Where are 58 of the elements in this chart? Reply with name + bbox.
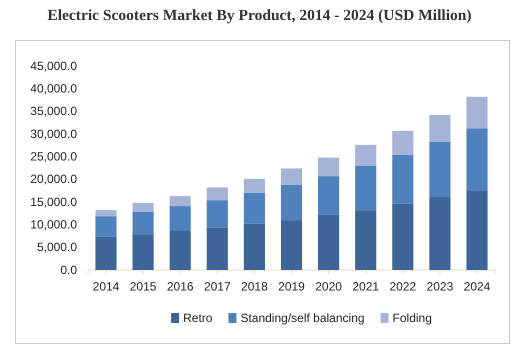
y-tick-label: 30,000.0 <box>30 126 78 141</box>
bar <box>206 228 228 270</box>
bar <box>429 197 450 270</box>
y-tick-label: 20,000.0 <box>30 172 78 186</box>
x-tick-label: 2015 <box>130 280 157 294</box>
x-tick-label: 2021 <box>352 280 380 294</box>
bar <box>466 128 488 190</box>
x-tick-label: 2017 <box>204 280 231 294</box>
chart-title: Electric Scooters Market By Product, 2014 - 2024 (USD Million) <box>47 7 472 24</box>
y-tick-label: 0.0 <box>60 262 78 277</box>
bar <box>244 178 265 193</box>
x-tick-label: 2016 <box>166 280 194 294</box>
bar <box>280 168 302 185</box>
y-tick-label: 25,000.0 <box>30 150 78 164</box>
bar <box>466 190 488 270</box>
bar <box>392 130 414 155</box>
bar <box>392 204 414 270</box>
legend-label: Folding <box>392 311 432 325</box>
bar <box>132 202 154 212</box>
y-tick-label: 35,000.0 <box>30 104 78 118</box>
bar <box>95 210 117 217</box>
y-tick-label: 15,000.0 <box>30 194 78 209</box>
y-tick-label: 5,000.0 <box>36 240 78 254</box>
bar <box>170 196 191 206</box>
x-tick-label: 2014 <box>92 280 120 294</box>
x-tick-label: 2020 <box>315 280 342 294</box>
bar <box>132 212 154 234</box>
bar <box>318 176 340 215</box>
legend-label: Standing/self balancing <box>240 311 365 325</box>
y-tick-label: 40,000.0 <box>30 82 78 96</box>
bar <box>244 224 265 270</box>
bar <box>170 230 191 270</box>
x-tick-label: 2019 <box>278 280 306 294</box>
bar <box>318 158 340 176</box>
bar <box>206 187 228 200</box>
bar <box>429 142 450 198</box>
bar <box>392 154 414 204</box>
x-tick-label: 2018 <box>241 280 268 294</box>
bar <box>206 200 228 228</box>
bar <box>355 166 376 210</box>
y-tick-label: 10,000.0 <box>30 218 78 232</box>
y-tick-label: 45,000.0 <box>30 58 78 73</box>
bar <box>429 114 450 142</box>
legend-label: Retro <box>183 311 213 325</box>
bar <box>244 192 265 224</box>
bar <box>466 96 488 129</box>
bar <box>132 234 154 270</box>
bar <box>355 144 376 166</box>
bar <box>280 184 302 220</box>
x-tick-label: 2023 <box>426 280 454 294</box>
bar <box>355 210 376 270</box>
bar <box>318 214 340 270</box>
bar <box>95 236 117 270</box>
bar <box>170 206 191 231</box>
bar <box>280 220 302 270</box>
bar <box>95 216 117 237</box>
x-tick-label: 2024 <box>464 280 491 294</box>
x-tick-label: 2022 <box>389 280 416 294</box>
